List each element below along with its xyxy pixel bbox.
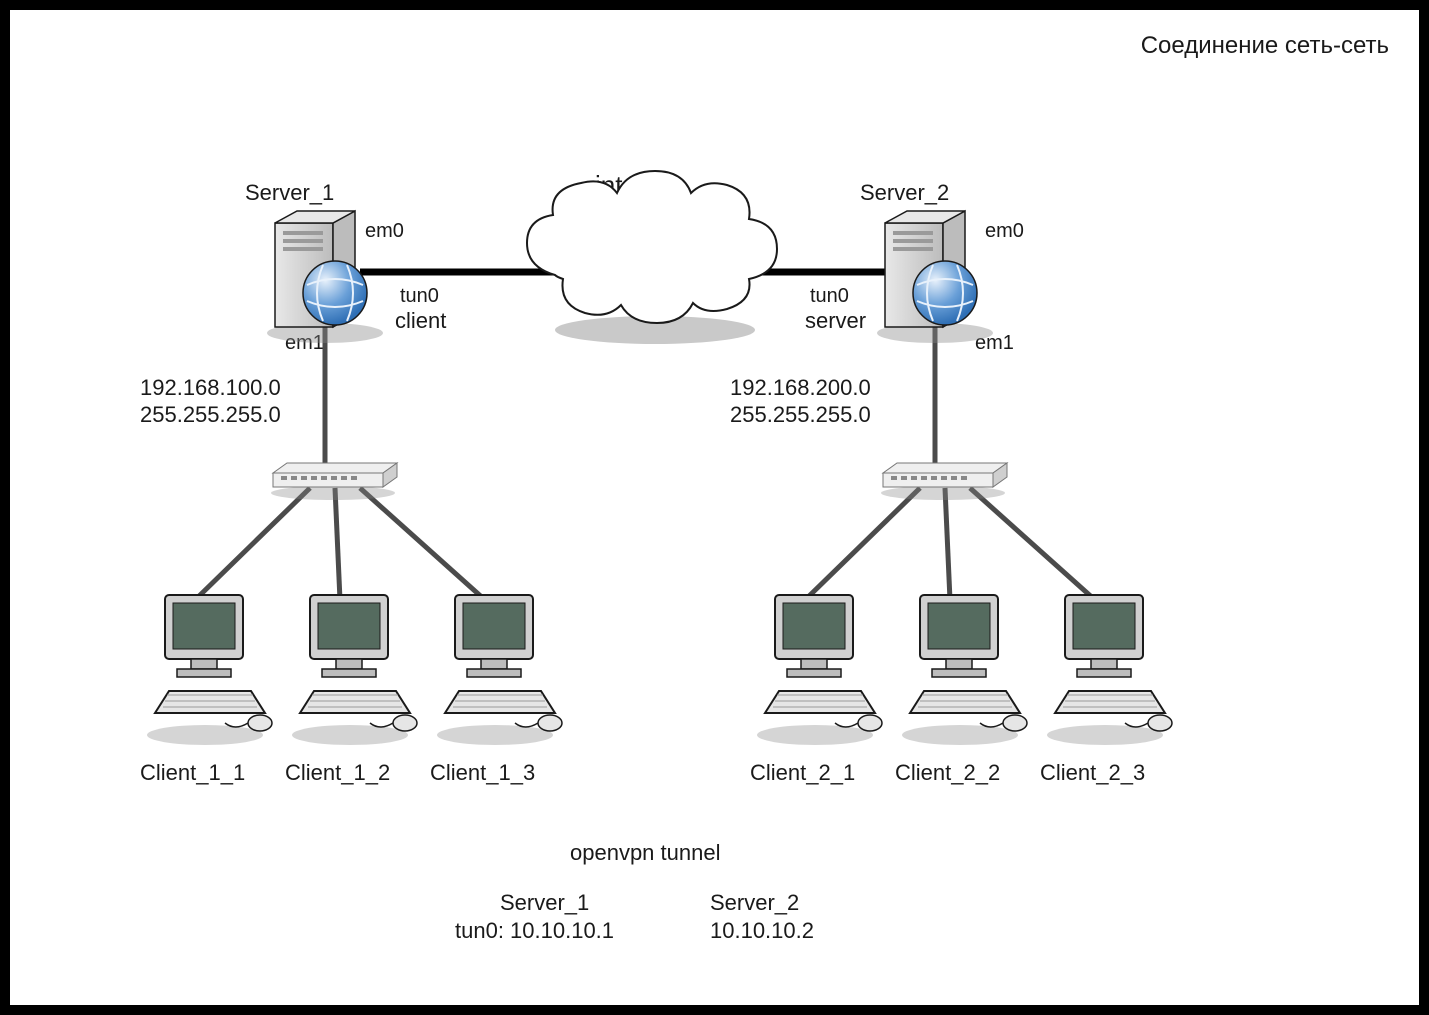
server1-icon	[267, 211, 383, 343]
switch1-icon	[271, 463, 397, 500]
diagram-svg	[10, 10, 1419, 1005]
lan2-fan-3	[970, 488, 1095, 600]
client-2-1-icon	[757, 595, 882, 745]
lan1-fan-3	[360, 488, 485, 600]
server2-icon	[877, 211, 993, 343]
lan2-fan-2	[945, 488, 950, 600]
client-1-2-icon	[292, 595, 417, 745]
lan1-fan-1	[195, 488, 310, 600]
client-2-3-icon	[1047, 595, 1172, 745]
client-2-2-icon	[902, 595, 1027, 745]
cloud-icon	[527, 171, 777, 344]
diagram-frame: Соединение сеть-сеть internet Server_1 e…	[0, 0, 1429, 1015]
lan1-fan-2	[335, 488, 340, 600]
client-1-1-icon	[147, 595, 272, 745]
lan2-fan-1	[805, 488, 920, 600]
switch2-icon	[881, 463, 1007, 500]
client-1-3-icon	[437, 595, 562, 745]
